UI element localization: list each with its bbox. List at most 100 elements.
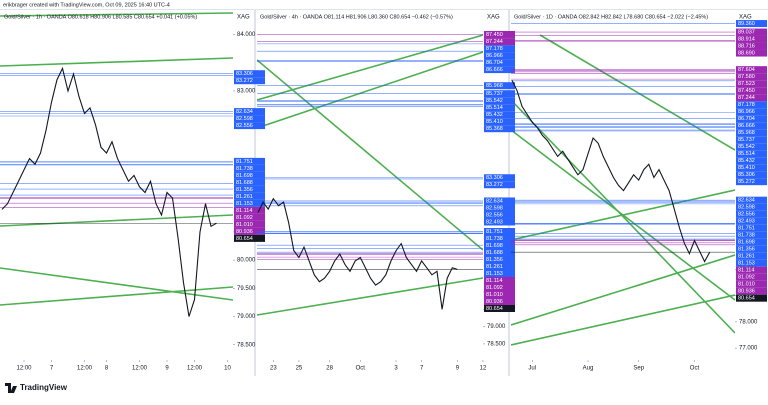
level-label: 80.936 xyxy=(738,289,755,295)
level-tag xyxy=(736,143,767,151)
level-tag xyxy=(484,45,515,53)
level-label: 85.737 xyxy=(738,137,755,143)
level-tag xyxy=(484,284,515,292)
level-label: 81.698 xyxy=(486,243,503,249)
level-tag xyxy=(484,59,515,67)
level-tag xyxy=(484,104,515,112)
level-tag xyxy=(484,218,515,226)
level-tag xyxy=(484,125,515,133)
level-label: 82.634 xyxy=(486,198,503,204)
level-tag xyxy=(736,224,767,232)
level-label: 85.737 xyxy=(486,91,503,97)
level-tag xyxy=(736,49,767,57)
currency: XAG xyxy=(237,15,250,21)
level-label: 85.542 xyxy=(486,98,503,104)
header: erikbrager created with TradingView.com,… xyxy=(3,2,170,8)
level-label: 87.604 xyxy=(738,67,755,73)
level-tag xyxy=(484,270,515,278)
level-label: 81.114 xyxy=(486,278,502,284)
level-tag xyxy=(484,291,515,299)
currency: XAG xyxy=(487,15,500,21)
level-tag xyxy=(736,196,767,204)
level-tag xyxy=(234,234,265,242)
level-label: 81.356 xyxy=(738,247,755,253)
divider xyxy=(0,9,768,10)
panel-title: Gold/Silver · 1D · OANDA O82.842 H82.842… xyxy=(514,14,708,20)
level-label: 81.261 xyxy=(236,194,253,200)
level-label: 88.716 xyxy=(738,43,755,49)
level-tag xyxy=(234,199,265,207)
level-label: 82.634 xyxy=(738,198,755,204)
level-label: 82.493 xyxy=(486,219,503,225)
level-label: 85.272 xyxy=(738,179,755,185)
y-tick-label: 79.000 xyxy=(237,314,256,320)
level-tag xyxy=(234,185,265,193)
level-label: 80.654 xyxy=(486,306,503,312)
y-tick-label: 78.000 xyxy=(739,319,758,325)
level-tag xyxy=(484,263,515,271)
level-label: 85.542 xyxy=(738,144,755,150)
x-tick-label: 8 xyxy=(105,366,109,372)
level-tag xyxy=(736,122,767,130)
level-tag xyxy=(234,206,265,214)
panel-title: Gold/Silver · 4h · OANDA O81.114 H81.906… xyxy=(260,14,453,20)
level-label: 81.751 xyxy=(236,159,253,165)
level-label: 81.153 xyxy=(738,261,755,267)
level-tag xyxy=(484,197,515,205)
footer-logo: TradingView xyxy=(20,383,68,392)
x-tick-label: 7 xyxy=(50,366,54,372)
level-label: 86.704 xyxy=(738,116,755,122)
level-tag xyxy=(484,249,515,257)
level-tag xyxy=(736,178,767,186)
level-label: 81.261 xyxy=(486,264,503,270)
level-label: 80.654 xyxy=(236,236,253,242)
level-label: 81.688 xyxy=(236,180,253,186)
level-label: 83.306 xyxy=(236,71,253,77)
level-tag xyxy=(484,118,515,126)
level-label: 82.598 xyxy=(236,116,253,122)
level-label: 81.356 xyxy=(236,187,253,193)
level-label: 82.493 xyxy=(738,219,755,225)
level-label: 81.010 xyxy=(486,292,503,298)
level-tag xyxy=(234,227,265,235)
level-tag xyxy=(484,235,515,243)
level-tag xyxy=(484,30,515,38)
level-tag xyxy=(234,157,265,165)
level-tag xyxy=(484,204,515,212)
y-tick-label: 80.000 xyxy=(237,258,256,264)
level-tag xyxy=(484,97,515,105)
x-tick-label: 12:00 xyxy=(16,366,32,372)
level-label: 86.666 xyxy=(738,123,755,129)
level-tag xyxy=(736,171,767,179)
level-label: 81.738 xyxy=(738,233,755,239)
currency: XAG xyxy=(739,15,752,21)
level-tag xyxy=(736,203,767,211)
x-tick-label: Sep xyxy=(633,366,644,372)
y-tick-label: 84.000 xyxy=(237,32,256,38)
level-tag xyxy=(736,280,767,288)
level-label: 88.690 xyxy=(738,50,755,56)
level-label: 81.092 xyxy=(486,285,503,291)
level-label: 81.153 xyxy=(236,201,253,207)
level-label: 81.688 xyxy=(486,250,503,256)
level-label: 81.261 xyxy=(738,254,755,260)
x-tick-label: 12 xyxy=(480,366,487,372)
level-label: 83.272 xyxy=(486,182,503,188)
y-tick-label: 83.000 xyxy=(237,89,256,95)
level-label: 86.966 xyxy=(486,53,503,59)
level-label: 82.598 xyxy=(738,205,755,211)
level-tag xyxy=(484,256,515,264)
x-tick-label: Oct xyxy=(356,366,366,372)
level-label: 85.514 xyxy=(738,151,755,157)
level-tag xyxy=(484,298,515,306)
level-label: 81.698 xyxy=(738,240,755,246)
level-tag xyxy=(736,94,767,102)
x-tick-label: 10 xyxy=(224,366,231,372)
level-tag xyxy=(736,245,767,253)
x-tick-label: 9 xyxy=(456,366,460,372)
level-label: 87.244 xyxy=(738,95,755,101)
level-tag xyxy=(736,129,767,137)
level-tag xyxy=(736,150,767,158)
levels xyxy=(257,34,483,270)
level-label: 80.654 xyxy=(738,296,755,302)
